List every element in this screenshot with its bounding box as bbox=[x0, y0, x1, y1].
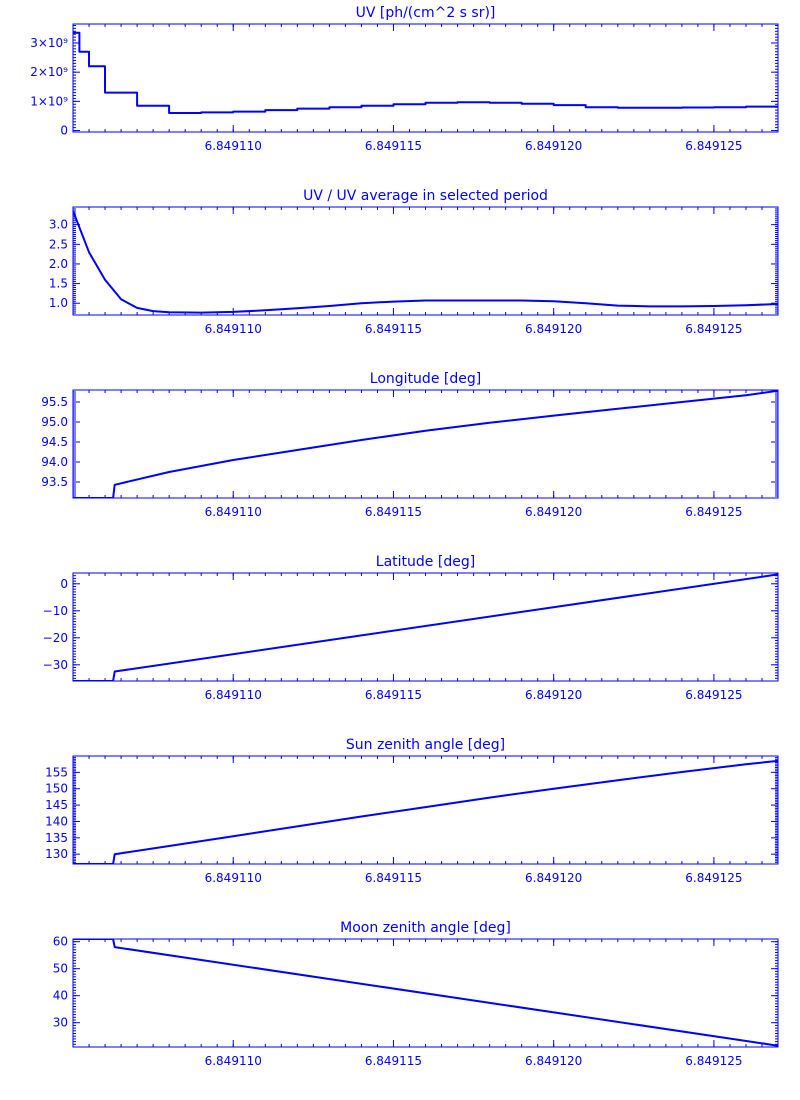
x-tick-label: 6.849110 bbox=[205, 139, 262, 153]
x-tick-label: 6.849125 bbox=[685, 871, 742, 885]
chart-panel-4: Latitude [deg] −30 −20 −10 0 6.849110 6.849115… bbox=[43, 554, 779, 702]
chart-title: Latitude [deg] bbox=[376, 554, 475, 570]
y-tick-label: 130 bbox=[45, 847, 68, 861]
y-tick-label: 60 bbox=[53, 935, 68, 949]
x-tick-label: 6.849115 bbox=[365, 322, 422, 336]
chart-panel-1: UV [ph/(cm^2 s sr)] 0 1×10⁹ 2×10⁹ 3×10⁹ 6.849… bbox=[30, 5, 779, 153]
y-tick-label: −20 bbox=[43, 631, 68, 645]
series-line bbox=[73, 210, 778, 314]
plot-frame bbox=[72, 389, 779, 499]
x-tick-label: 6.849120 bbox=[525, 688, 582, 702]
x-tick-label: 6.849120 bbox=[525, 871, 582, 885]
y-tick-label: 150 bbox=[45, 782, 68, 796]
y-tick-label: 1.0 bbox=[49, 296, 68, 310]
y-tick-label: 2×10⁹ bbox=[30, 65, 68, 79]
x-tick-label: 6.849110 bbox=[205, 505, 262, 519]
x-tick-label: 6.849120 bbox=[525, 139, 582, 153]
y-tick-label: 1×10⁹ bbox=[30, 94, 68, 108]
x-tick-label: 6.849125 bbox=[685, 1054, 742, 1068]
x-tick-label: 6.849110 bbox=[205, 322, 262, 336]
series-line bbox=[73, 573, 778, 681]
y-tick-label: 95.5 bbox=[41, 395, 68, 409]
x-tick-label: 6.849120 bbox=[525, 1054, 582, 1068]
x-tick-label: 6.849120 bbox=[525, 505, 582, 519]
chart-panel-2: UV / UV average in selected period 1.0 1.5… bbox=[49, 188, 779, 336]
x-minor-ticks bbox=[72, 756, 763, 864]
y-tick-label: 135 bbox=[45, 831, 68, 845]
chart-panel-5: Sun zenith angle [deg] 130 135 140 145 150 155… bbox=[45, 737, 779, 885]
chart-title: Sun zenith angle [deg] bbox=[346, 737, 505, 753]
chart-title: UV [ph/(cm^2 s sr)] bbox=[356, 5, 496, 21]
chart-panel-3: Longitude [deg] 93.5 94.0 94.5 95.0 95.5 6.849… bbox=[41, 371, 779, 519]
y-tick-label: 3×10⁹ bbox=[30, 36, 68, 50]
x-tick-label: 6.849125 bbox=[685, 505, 742, 519]
y-tick-label: 0 bbox=[60, 577, 68, 591]
y-minor-ticks bbox=[73, 24, 778, 132]
series-line bbox=[73, 390, 778, 498]
x-minor-ticks bbox=[72, 390, 763, 498]
y-tick-label: 93.5 bbox=[41, 475, 68, 489]
y-tick-label: 155 bbox=[45, 765, 68, 779]
y-tick-label: −30 bbox=[43, 658, 68, 672]
x-tick-label: 6.849125 bbox=[685, 688, 742, 702]
y-tick-label: 1.5 bbox=[49, 277, 68, 291]
y-tick-label: −10 bbox=[43, 604, 68, 618]
y-tick-label: 145 bbox=[45, 798, 68, 812]
x-tick-label: 6.849110 bbox=[205, 871, 262, 885]
plot-frame bbox=[72, 755, 779, 865]
y-tick-label: 2.0 bbox=[49, 257, 68, 271]
y-tick-label: 94.5 bbox=[41, 435, 68, 449]
y-tick-label: 50 bbox=[53, 962, 68, 976]
series-line bbox=[73, 939, 778, 1047]
plot-frame bbox=[72, 23, 779, 133]
x-tick-label: 6.849125 bbox=[685, 322, 742, 336]
y-tick-label: 94.0 bbox=[41, 455, 68, 469]
chart-title: Longitude [deg] bbox=[370, 371, 481, 387]
chart-title: UV / UV average in selected period bbox=[303, 188, 548, 204]
x-tick-label: 6.849115 bbox=[365, 505, 422, 519]
y-tick-label: 95.0 bbox=[41, 415, 68, 429]
y-tick-label: 3.0 bbox=[49, 218, 68, 232]
x-tick-label: 6.849110 bbox=[205, 688, 262, 702]
y-minor-ticks bbox=[73, 755, 778, 865]
x-tick-label: 6.849110 bbox=[205, 1054, 262, 1068]
x-tick-label: 6.849125 bbox=[685, 139, 742, 153]
x-minor-ticks bbox=[72, 24, 763, 132]
series-line bbox=[73, 759, 778, 864]
y-tick-label: 40 bbox=[53, 989, 68, 1003]
plot-frame bbox=[72, 206, 779, 316]
y-minor-ticks bbox=[73, 572, 778, 682]
x-minor-ticks bbox=[72, 939, 763, 1047]
series-line bbox=[73, 31, 778, 114]
y-tick-label: 2.5 bbox=[49, 237, 68, 251]
chart-panel-6: Moon zenith angle [deg] 30 40 50 60 6.849110 6… bbox=[53, 920, 779, 1068]
x-tick-label: 6.849115 bbox=[365, 871, 422, 885]
chart-title: Moon zenith angle [deg] bbox=[340, 920, 511, 936]
y-minor-ticks bbox=[73, 206, 778, 316]
y-minor-ticks bbox=[73, 938, 778, 1048]
y-tick-label: 30 bbox=[53, 1016, 68, 1030]
x-tick-label: 6.849120 bbox=[525, 322, 582, 336]
x-tick-label: 6.849115 bbox=[365, 139, 422, 153]
x-minor-ticks bbox=[72, 207, 763, 315]
y-tick-label: 0 bbox=[60, 124, 68, 138]
x-tick-label: 6.849115 bbox=[365, 688, 422, 702]
y-tick-label: 140 bbox=[45, 814, 68, 828]
x-tick-label: 6.849115 bbox=[365, 1054, 422, 1068]
y-minor-ticks bbox=[73, 389, 778, 499]
